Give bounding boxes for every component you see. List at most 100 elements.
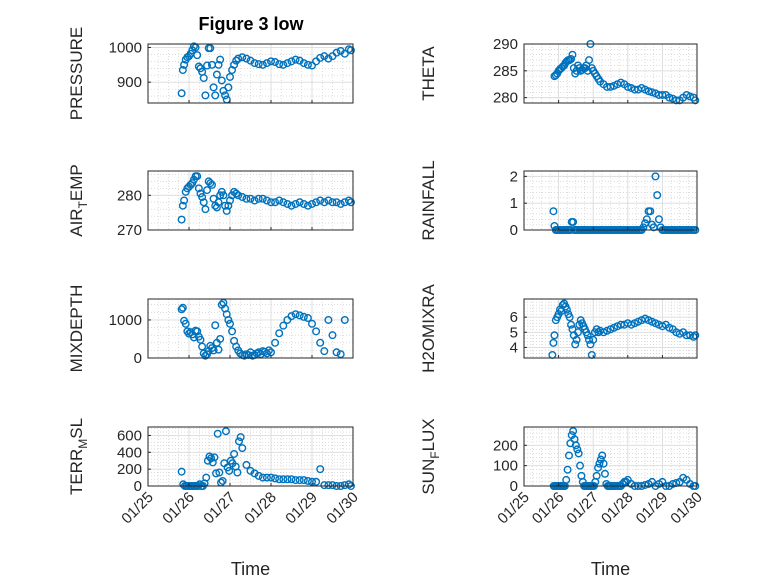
data-point <box>644 87 653 96</box>
data-point <box>201 91 210 100</box>
y-tick-label: 280 <box>493 90 518 107</box>
data-point <box>336 350 345 359</box>
data-point <box>199 74 208 83</box>
data-point <box>210 453 219 462</box>
data-point <box>312 477 321 486</box>
axes-box <box>523 298 698 359</box>
data-point <box>592 471 601 480</box>
data-point <box>262 59 271 68</box>
data-point <box>203 186 212 195</box>
data-point <box>328 481 337 490</box>
data-point <box>654 215 663 224</box>
data-point <box>230 60 239 69</box>
data-point <box>291 199 300 208</box>
y-tick-label: 5 <box>510 324 518 341</box>
data-point <box>303 314 312 323</box>
data-point <box>340 315 349 324</box>
data-point <box>283 199 292 208</box>
axes-box <box>147 426 354 487</box>
data-point <box>238 444 247 453</box>
data-point <box>316 53 325 62</box>
data-point <box>567 55 576 64</box>
y-axis-label: SUNFLUX <box>419 418 442 494</box>
data-point <box>230 449 239 458</box>
data-point <box>567 320 576 329</box>
data-point <box>332 48 341 57</box>
data-point <box>312 327 321 336</box>
y-tick-label: 1000 <box>109 312 142 329</box>
data-point <box>211 91 220 100</box>
data-point <box>258 473 267 482</box>
x-axis-label: Time <box>591 559 630 579</box>
data-point <box>262 196 271 205</box>
data-point <box>585 335 594 344</box>
axes-box <box>147 170 354 231</box>
data-point <box>571 441 580 450</box>
data-point <box>232 342 241 351</box>
data-point <box>207 454 216 463</box>
data-point <box>324 54 333 63</box>
figure-title: Figure 3 low <box>198 14 304 34</box>
y-tick-label: 4 <box>510 339 518 356</box>
data-point <box>275 329 284 338</box>
y-tick-label: 6 <box>510 309 518 326</box>
data-point <box>178 201 187 210</box>
y-tick-label: 0 <box>134 478 142 495</box>
data-point <box>178 303 187 312</box>
data-point <box>215 468 224 477</box>
y-tick-label: 600 <box>117 427 142 444</box>
data-point <box>228 327 237 336</box>
data-point <box>275 196 284 205</box>
y-axis-label: H2OMIXRA <box>419 283 438 372</box>
y-tick-label: 900 <box>117 74 142 91</box>
data-point <box>218 476 227 485</box>
data-point <box>573 445 582 454</box>
data-point <box>214 198 223 207</box>
data-point <box>324 481 333 490</box>
data-point <box>686 92 695 101</box>
data-point <box>221 427 230 436</box>
data-point <box>206 44 215 53</box>
data-point <box>572 335 581 344</box>
data-point <box>234 191 243 200</box>
data-point <box>562 475 571 484</box>
y-axis-label: MIXDEPTH <box>67 285 86 373</box>
data-point <box>246 56 255 65</box>
data-point <box>642 215 651 224</box>
data-point <box>568 50 577 59</box>
data-point <box>653 191 662 200</box>
x-axis-label: Time <box>231 559 270 579</box>
data-point <box>549 207 558 216</box>
data-point <box>207 180 216 189</box>
data-point <box>271 58 280 67</box>
data-point <box>217 76 226 85</box>
axes-box <box>147 298 354 359</box>
data-point <box>600 469 609 478</box>
data-point <box>308 61 317 70</box>
y-tick-label: 280 <box>117 187 142 204</box>
data-point <box>225 466 234 475</box>
data-point <box>209 346 218 355</box>
data-point <box>224 315 233 324</box>
data-point <box>279 198 288 207</box>
data-point <box>665 93 674 102</box>
data-point <box>672 96 681 105</box>
data-point <box>262 473 271 482</box>
data-point <box>246 194 255 203</box>
data-point <box>639 223 648 232</box>
data-point <box>213 429 222 438</box>
data-point <box>346 46 355 55</box>
y-tick-label: 0 <box>510 222 518 239</box>
data-point <box>216 334 225 343</box>
data-point <box>291 476 300 485</box>
data-point <box>225 72 234 81</box>
data-point <box>180 196 189 205</box>
data-point <box>576 461 585 470</box>
panel-pressure: 900 1000 PRESSURE <box>67 27 355 120</box>
data-point <box>242 54 251 63</box>
plot-area <box>524 427 697 486</box>
data-point <box>336 199 345 208</box>
data-point <box>177 467 186 476</box>
data-point <box>225 319 234 328</box>
data-point <box>569 427 578 436</box>
